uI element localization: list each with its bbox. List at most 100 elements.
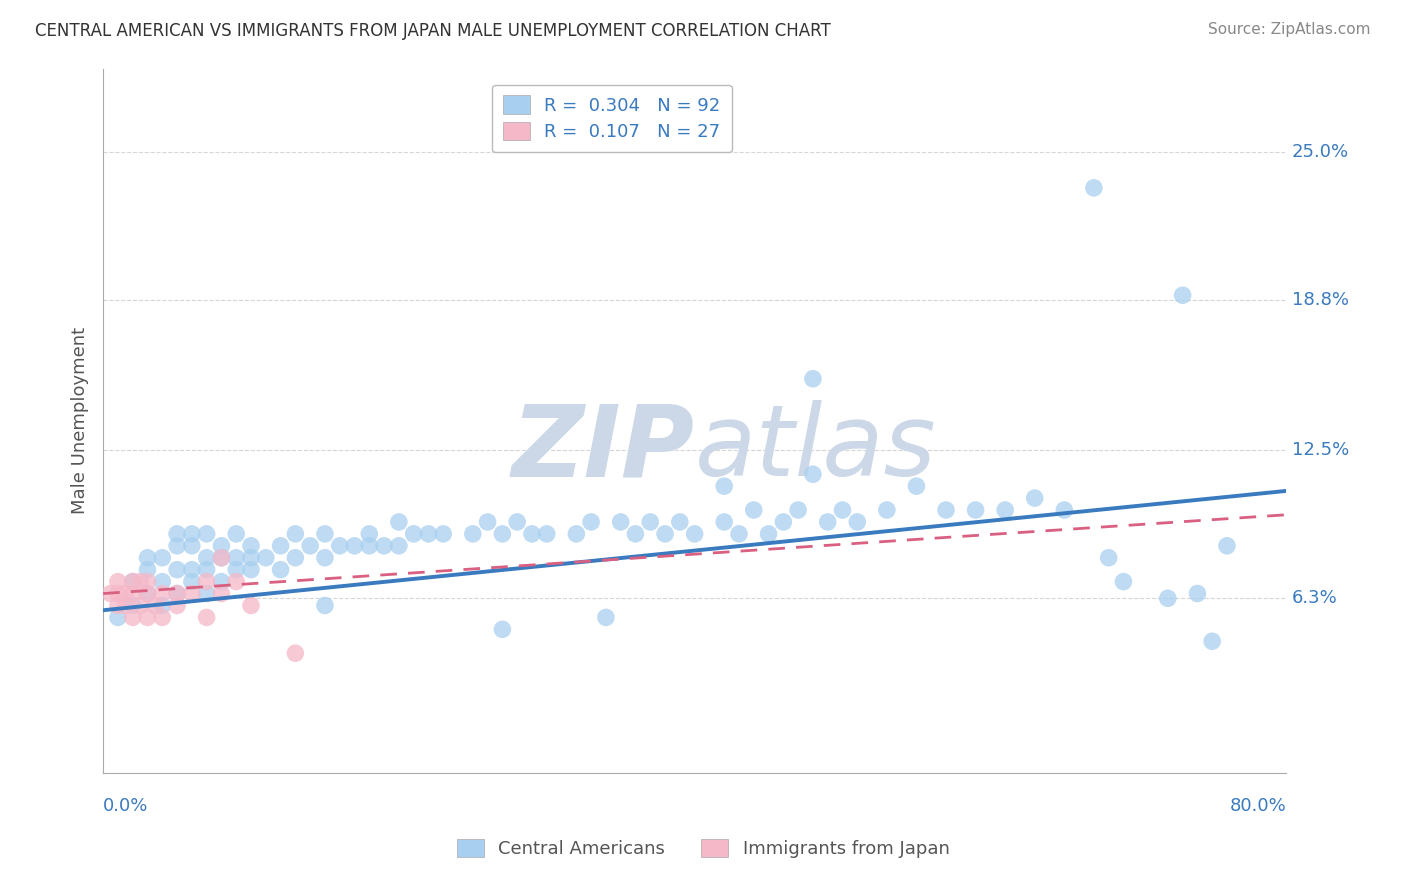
Point: [579, 515, 602, 529]
Point: [1187, 586, 1209, 600]
Point: [284, 527, 307, 541]
Y-axis label: Male Unemployment: Male Unemployment: [72, 327, 89, 514]
Point: [225, 563, 247, 577]
Point: [713, 479, 735, 493]
Point: [180, 574, 202, 589]
Point: [846, 515, 869, 529]
Point: [121, 574, 143, 589]
Point: [284, 550, 307, 565]
Point: [343, 539, 366, 553]
Text: ZIP: ZIP: [512, 401, 695, 497]
Point: [121, 599, 143, 613]
Point: [817, 515, 839, 529]
Point: [270, 563, 292, 577]
Point: [994, 503, 1017, 517]
Point: [121, 574, 143, 589]
Point: [520, 527, 543, 541]
Point: [166, 563, 188, 577]
Point: [195, 574, 218, 589]
Point: [1171, 288, 1194, 302]
Point: [418, 527, 440, 541]
Point: [209, 574, 232, 589]
Point: [742, 503, 765, 517]
Point: [270, 539, 292, 553]
Point: [121, 586, 143, 600]
Point: [240, 563, 263, 577]
Point: [225, 527, 247, 541]
Legend: R =  0.304   N = 92, R =  0.107   N = 27: R = 0.304 N = 92, R = 0.107 N = 27: [492, 85, 731, 153]
Point: [388, 539, 411, 553]
Point: [136, 586, 159, 600]
Point: [373, 539, 395, 553]
Point: [772, 515, 794, 529]
Point: [1112, 574, 1135, 589]
Point: [728, 527, 751, 541]
Text: 0.0%: 0.0%: [103, 797, 149, 815]
Point: [195, 527, 218, 541]
Point: [143, 599, 166, 613]
Point: [402, 527, 425, 541]
Point: [136, 550, 159, 565]
Point: [180, 539, 202, 553]
Point: [100, 586, 122, 600]
Point: [225, 574, 247, 589]
Point: [166, 527, 188, 541]
Point: [669, 515, 692, 529]
Point: [683, 527, 706, 541]
Point: [654, 527, 676, 541]
Point: [329, 539, 352, 553]
Point: [209, 586, 232, 600]
Point: [935, 503, 957, 517]
Point: [150, 586, 173, 600]
Point: [150, 599, 173, 613]
Point: [1083, 181, 1105, 195]
Point: [195, 586, 218, 600]
Point: [114, 599, 136, 613]
Text: CENTRAL AMERICAN VS IMMIGRANTS FROM JAPAN MALE UNEMPLOYMENT CORRELATION CHART: CENTRAL AMERICAN VS IMMIGRANTS FROM JAPA…: [35, 22, 831, 40]
Point: [491, 527, 513, 541]
Point: [107, 586, 129, 600]
Point: [166, 539, 188, 553]
Point: [180, 563, 202, 577]
Point: [136, 563, 159, 577]
Point: [150, 574, 173, 589]
Point: [107, 610, 129, 624]
Point: [876, 503, 898, 517]
Point: [965, 503, 987, 517]
Point: [209, 539, 232, 553]
Point: [195, 550, 218, 565]
Point: [624, 527, 647, 541]
Point: [461, 527, 484, 541]
Text: atlas: atlas: [695, 401, 936, 497]
Point: [136, 574, 159, 589]
Point: [240, 599, 263, 613]
Point: [1053, 503, 1076, 517]
Point: [1216, 539, 1239, 553]
Point: [195, 563, 218, 577]
Point: [254, 550, 277, 565]
Point: [1201, 634, 1223, 648]
Point: [905, 479, 928, 493]
Point: [299, 539, 322, 553]
Point: [129, 599, 152, 613]
Point: [536, 527, 558, 541]
Point: [107, 599, 129, 613]
Point: [388, 515, 411, 529]
Point: [136, 586, 159, 600]
Point: [209, 550, 232, 565]
Point: [240, 550, 263, 565]
Point: [314, 550, 336, 565]
Text: 80.0%: 80.0%: [1229, 797, 1286, 815]
Point: [166, 586, 188, 600]
Text: 18.8%: 18.8%: [1292, 291, 1348, 309]
Point: [758, 527, 780, 541]
Point: [638, 515, 661, 529]
Point: [359, 527, 381, 541]
Point: [1098, 550, 1121, 565]
Point: [166, 586, 188, 600]
Point: [209, 550, 232, 565]
Point: [432, 527, 454, 541]
Point: [136, 610, 159, 624]
Point: [150, 610, 173, 624]
Point: [491, 623, 513, 637]
